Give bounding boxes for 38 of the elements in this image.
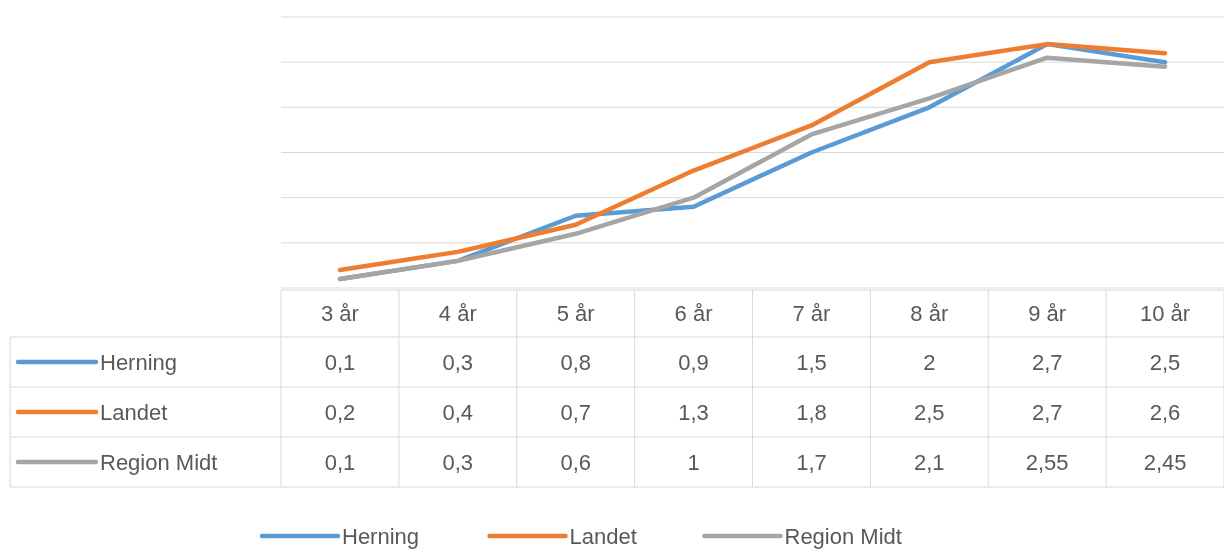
data-label: 0,6 xyxy=(560,449,591,475)
data-label: 0,2 xyxy=(324,399,356,425)
x-tick-label: 4 år xyxy=(438,301,477,327)
data-label: 2,1 xyxy=(914,449,945,475)
data-label: 0,3 xyxy=(442,349,474,375)
data-label: 0,1 xyxy=(324,349,356,375)
x-tick-label: 5 år xyxy=(556,301,595,327)
data-label: 2,6 xyxy=(1149,399,1181,425)
data-label: 0,9 xyxy=(678,349,709,375)
data-label: 0,4 xyxy=(442,399,474,425)
x-tick-label: 10 år xyxy=(1139,301,1191,327)
data-label: 2,45 xyxy=(1143,449,1187,475)
text: Herning xyxy=(342,523,420,549)
x-tick-label: 6 år xyxy=(674,301,713,327)
x-tick-label: 7 år xyxy=(792,301,831,327)
data-label: 1,8 xyxy=(796,399,827,425)
data-label: 2,55 xyxy=(1025,449,1069,475)
data-label: 2,5 xyxy=(1149,349,1181,375)
legend-label: Region Midt xyxy=(100,449,218,475)
data-label: 1,3 xyxy=(678,399,709,425)
legend-label: Landet xyxy=(100,399,168,425)
x-tick-label: 8 år xyxy=(910,301,949,327)
x-tick-label: 9 år xyxy=(1028,301,1067,327)
text: Landet xyxy=(569,523,637,549)
data-label: 1 xyxy=(687,449,700,475)
legend-label: Herning xyxy=(100,349,178,375)
data-label: 0,8 xyxy=(560,349,591,375)
data-label: 0,7 xyxy=(560,399,591,425)
data-label: 1,5 xyxy=(796,349,827,375)
data-label: 2,7 xyxy=(1031,349,1063,375)
x-tick-label: 3 år xyxy=(320,301,359,327)
data-label: 0,1 xyxy=(324,449,356,475)
data-label: 2,5 xyxy=(914,399,945,425)
data-label: 2,7 xyxy=(1031,399,1063,425)
text: Region Midt xyxy=(784,523,902,549)
data-label: 1,7 xyxy=(796,449,827,475)
data-label: 2 xyxy=(923,349,936,375)
data-label: 0,3 xyxy=(442,449,474,475)
